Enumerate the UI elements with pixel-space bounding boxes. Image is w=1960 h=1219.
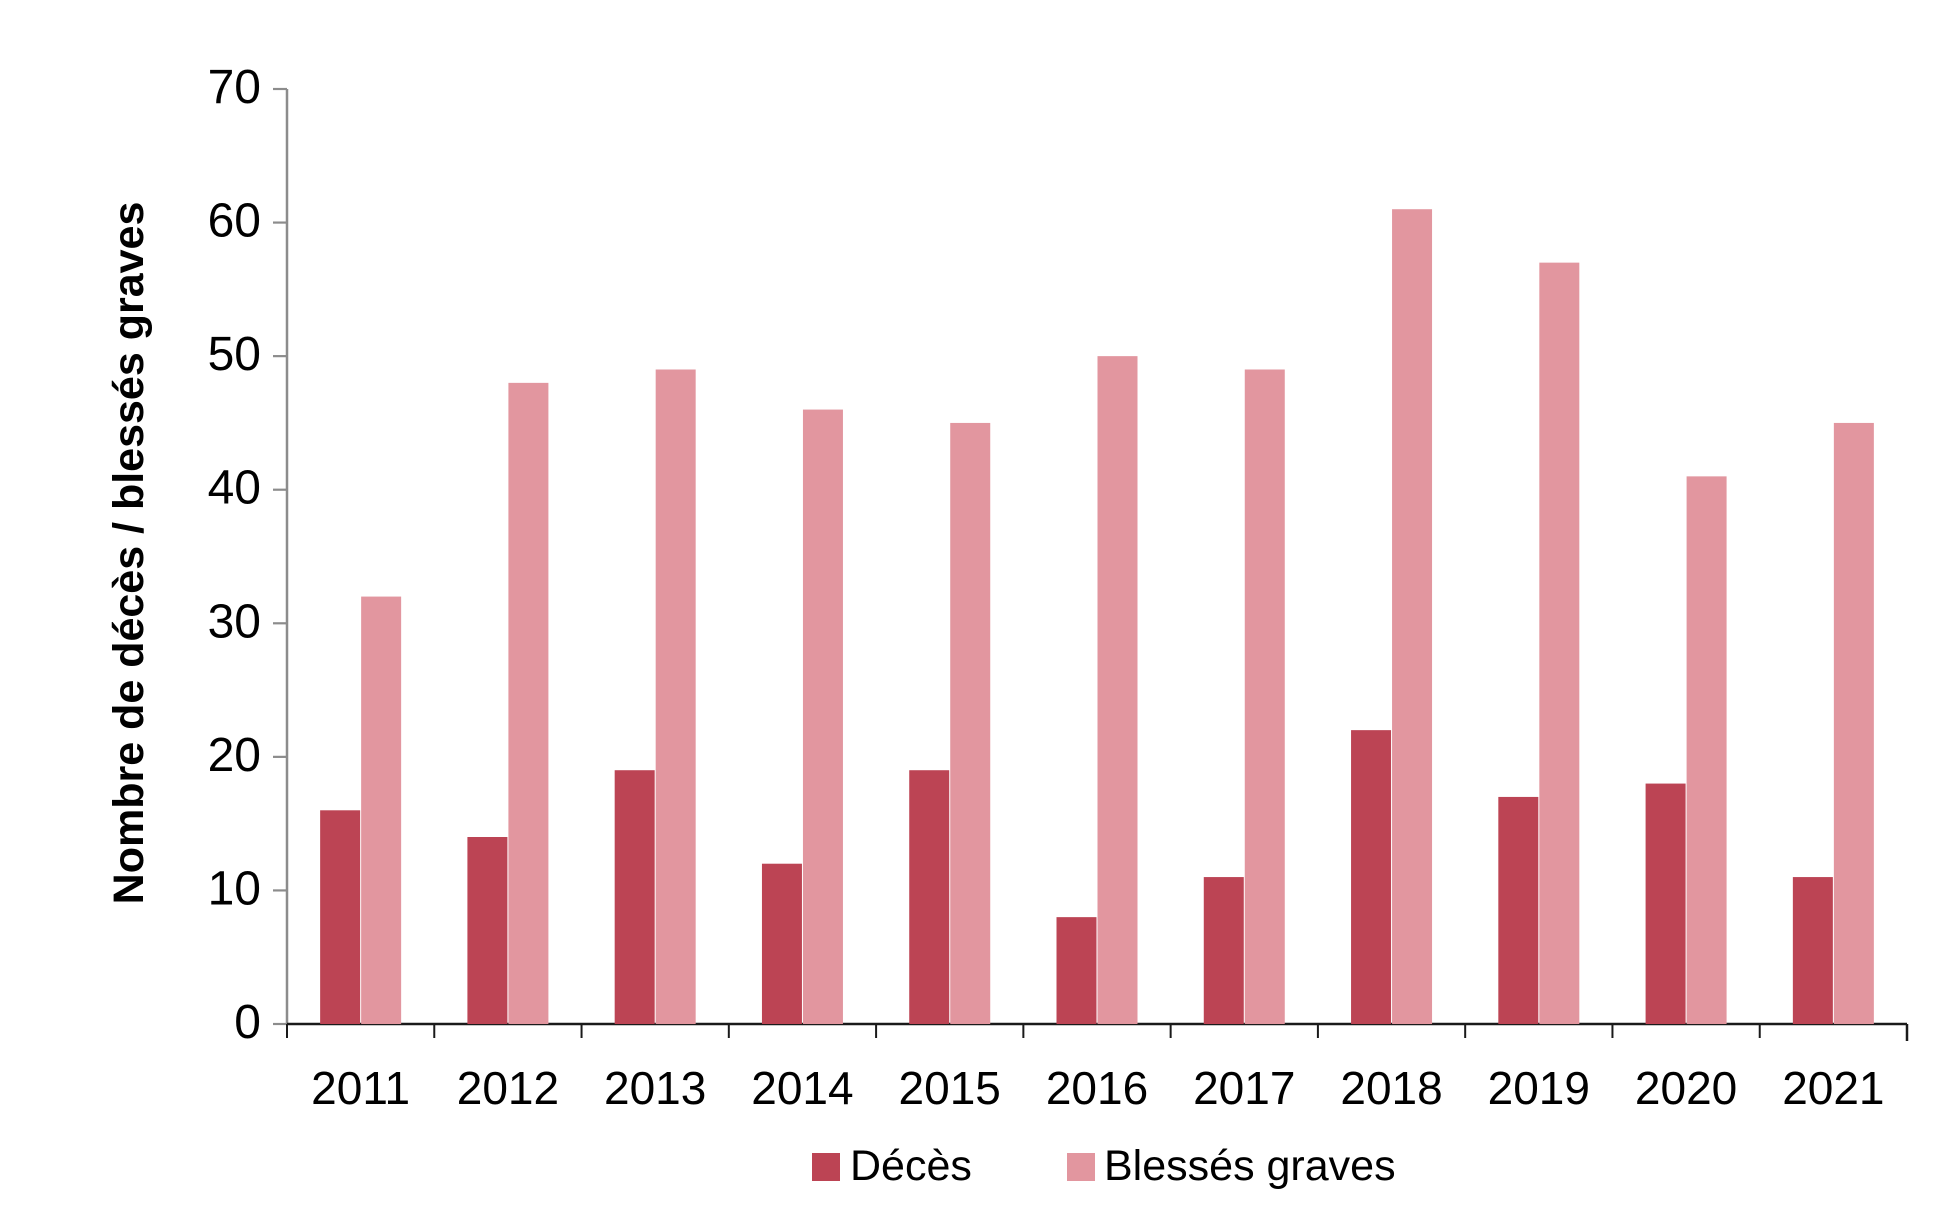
svg-text:2013: 2013 [604, 1062, 706, 1114]
svg-text:60: 60 [208, 195, 261, 248]
svg-text:30: 30 [208, 595, 261, 648]
svg-text:0: 0 [234, 996, 261, 1049]
svg-text:40: 40 [208, 462, 261, 515]
svg-text:20: 20 [208, 729, 261, 782]
svg-text:2012: 2012 [457, 1062, 559, 1114]
svg-text:50: 50 [208, 328, 261, 381]
svg-text:70: 70 [208, 61, 261, 114]
svg-text:2020: 2020 [1635, 1062, 1737, 1114]
svg-text:Nombre de décès / blessés grav: Nombre de décès / blessés graves [105, 202, 153, 905]
svg-text:2014: 2014 [751, 1062, 853, 1114]
svg-text:2011: 2011 [311, 1062, 410, 1114]
svg-text:Blessés graves: Blessés graves [1104, 1142, 1396, 1190]
svg-text:2015: 2015 [899, 1062, 1001, 1114]
svg-text:10: 10 [208, 862, 261, 915]
svg-text:2018: 2018 [1340, 1062, 1442, 1114]
svg-text:2019: 2019 [1488, 1062, 1590, 1114]
svg-text:Décès: Décès [850, 1142, 972, 1190]
svg-text:2021: 2021 [1782, 1062, 1884, 1114]
svg-text:2016: 2016 [1046, 1062, 1148, 1114]
svg-text:2017: 2017 [1193, 1062, 1295, 1114]
